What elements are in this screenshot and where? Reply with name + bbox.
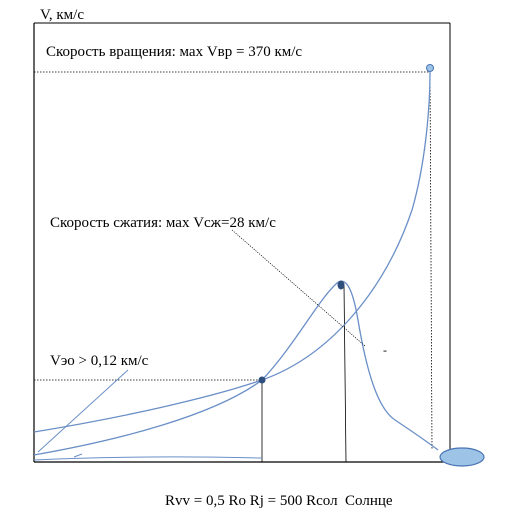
dash-mark: - <box>383 343 387 357</box>
compression-velocity-curve <box>33 280 439 456</box>
small-tick-mark <box>73 453 83 458</box>
sun-marker <box>439 447 485 467</box>
baseline-curve <box>33 456 263 461</box>
escape-leader <box>37 369 129 453</box>
radius-axis-label: Rvv = 0,5 Ro Rj = 500 Rсол Солнце <box>165 493 393 509</box>
escape-velocity-label: Vэо > 0,12 км/с <box>50 353 149 369</box>
rotation-velocity-curve <box>33 71 431 433</box>
compression-max-point <box>337 280 345 290</box>
rotation-max-point <box>426 64 434 72</box>
rj-dropline <box>343 284 347 463</box>
rotation-speed-label: Скорость вращения: мах Vвр = 370 км/с <box>46 44 302 60</box>
y-axis-label: V, км/с <box>40 7 84 23</box>
compression-leader <box>231 229 366 347</box>
compression-speed-label: Скорость сжатия: мах Vсж=28 км/с <box>50 215 276 231</box>
rotation-dropline <box>429 71 433 451</box>
rvv-point <box>258 376 266 384</box>
